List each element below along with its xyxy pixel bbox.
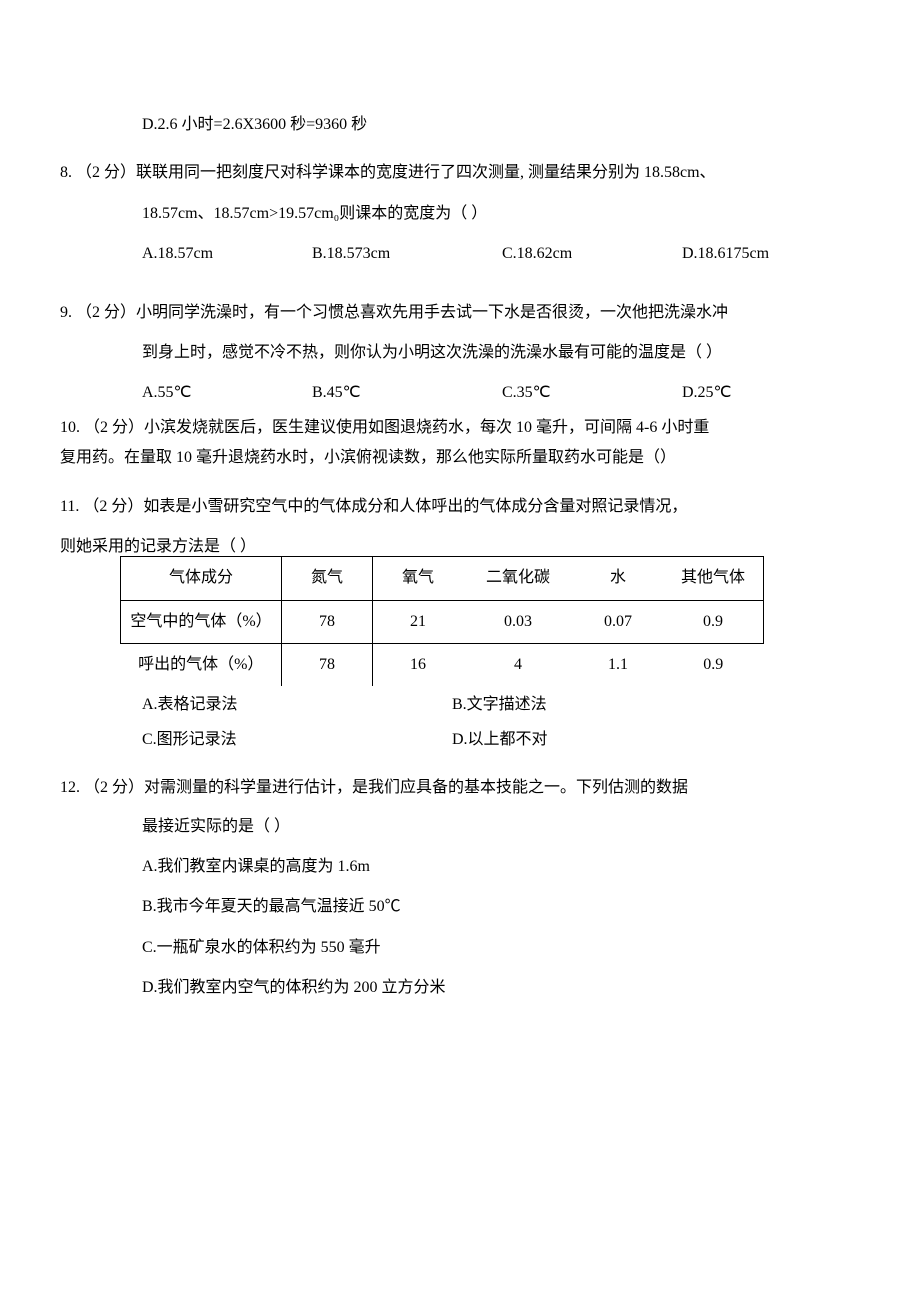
q9-option-d: D.25℃ (682, 378, 732, 408)
question-10: 10. （2 分）小滨发烧就医后，医生建议使用如图退烧药水，每次 10 毫升，可… (60, 413, 920, 474)
q12-option-d: D.我们教室内空气的体积约为 200 立方分米 (60, 973, 920, 1003)
q11-stem-line1: 11. （2 分）如表是小雪研究空气中的气体成分和人体呼出的气体成分含量对照记录… (60, 492, 920, 522)
q8-option-c: C.18.62cm (502, 239, 682, 269)
q9-option-c: C.35℃ (502, 378, 682, 408)
question-8: 8. （2 分）联联用同一把刻度尺对科学课本的宽度进行了四次测量, 测量结果分别… (60, 158, 920, 269)
q9-options: A.55℃ B.45℃ C.35℃ D.25℃ (60, 378, 920, 408)
q12-option-a: A.我们教室内课桌的高度为 1.6m (60, 852, 920, 882)
th-5: 其他气体 (663, 557, 764, 600)
td: 21 (373, 600, 464, 643)
td: 1.1 (573, 644, 663, 687)
q11-table-wrap: 气体成分 氮气 氧气 二氧化碳 水 其他气体 空气中的气体（%） 78 21 0… (60, 556, 920, 686)
question-12: 12. （2 分）对需测量的科学量进行估计，是我们应具备的基本技能之一。下列估测… (60, 773, 920, 1003)
question-9: 9. （2 分）小明同学洗澡时，有一个习惯总喜欢先用手去试一下水是否很烫，一次他… (60, 298, 920, 409)
q8-option-a: A.18.57cm (142, 239, 312, 269)
table-row: 空气中的气体（%） 78 21 0.03 0.07 0.9 (121, 600, 764, 643)
th-4: 水 (573, 557, 663, 600)
table-row: 呼出的气体（%） 78 16 4 1.1 0.9 (121, 644, 764, 687)
q11-option-c: C.图形记录法 (142, 725, 452, 755)
q9-option-a: A.55℃ (142, 378, 312, 408)
q12-option-b: B.我市今年夏天的最高气温接近 50℃ (60, 892, 920, 922)
q9-stem-line1: 9. （2 分）小明同学洗澡时，有一个习惯总喜欢先用手去试一下水是否很烫，一次他… (60, 298, 920, 328)
td: 呼出的气体（%） (121, 644, 282, 687)
q8-stem-line1: 8. （2 分）联联用同一把刻度尺对科学课本的宽度进行了四次测量, 测量结果分别… (60, 158, 920, 188)
table-header-row: 气体成分 氮气 氧气 二氧化碳 水 其他气体 (121, 557, 764, 600)
q11-option-a: A.表格记录法 (142, 690, 452, 720)
q11-options-row2: C.图形记录法 D.以上都不对 (60, 725, 920, 755)
th-1: 氮气 (282, 557, 373, 600)
q12-option-c: C.一瓶矿泉水的体积约为 550 毫升 (60, 933, 920, 963)
q8-option-b: B.18.573cm (312, 239, 502, 269)
th-0: 气体成分 (121, 557, 282, 600)
td: 78 (282, 600, 373, 643)
td: 0.03 (463, 600, 573, 643)
q8-stem-line2: 18.57cm、18.57cm>19.57cm₀则课本的宽度为（ ） (60, 199, 920, 229)
q7-option-d: D.2.6 小时=2.6X3600 秒=9360 秒 (60, 110, 920, 140)
q10-stem-line1: 10. （2 分）小滨发烧就医后，医生建议使用如图退烧药水，每次 10 毫升，可… (60, 413, 920, 443)
td: 78 (282, 644, 373, 687)
q8-option-d: D.18.6175cm (682, 239, 769, 269)
td: 0.07 (573, 600, 663, 643)
td: 16 (373, 644, 464, 687)
td: 空气中的气体（%） (121, 600, 282, 643)
q11-option-b: B.文字描述法 (452, 690, 547, 720)
td: 4 (463, 644, 573, 687)
q11-table: 气体成分 氮气 氧气 二氧化碳 水 其他气体 空气中的气体（%） 78 21 0… (120, 556, 764, 686)
q9-option-b: B.45℃ (312, 378, 502, 408)
th-2: 氧气 (373, 557, 464, 600)
q11-options-row1: A.表格记录法 B.文字描述法 (60, 690, 920, 720)
q10-stem-line2: 复用药。在量取 10 毫升退烧药水时，小滨俯视读数，那么他实际所量取药水可能是（… (60, 443, 920, 473)
q11-option-d: D.以上都不对 (452, 725, 548, 755)
th-3: 二氧化碳 (463, 557, 573, 600)
td: 0.9 (663, 644, 764, 687)
q8-options: A.18.57cm B.18.573cm C.18.62cm D.18.6175… (60, 239, 920, 269)
q9-stem-line2: 到身上时，感觉不冷不热，则你认为小明这次洗澡的洗澡水最有可能的温度是（ ） (60, 338, 920, 368)
q12-stem-line1: 12. （2 分）对需测量的科学量进行估计，是我们应具备的基本技能之一。下列估测… (60, 773, 920, 803)
q12-stem-line2: 最接近实际的是（ ） (60, 812, 920, 842)
td: 0.9 (663, 600, 764, 643)
question-11: 11. （2 分）如表是小雪研究空气中的气体成分和人体呼出的气体成分含量对照记录… (60, 492, 920, 756)
